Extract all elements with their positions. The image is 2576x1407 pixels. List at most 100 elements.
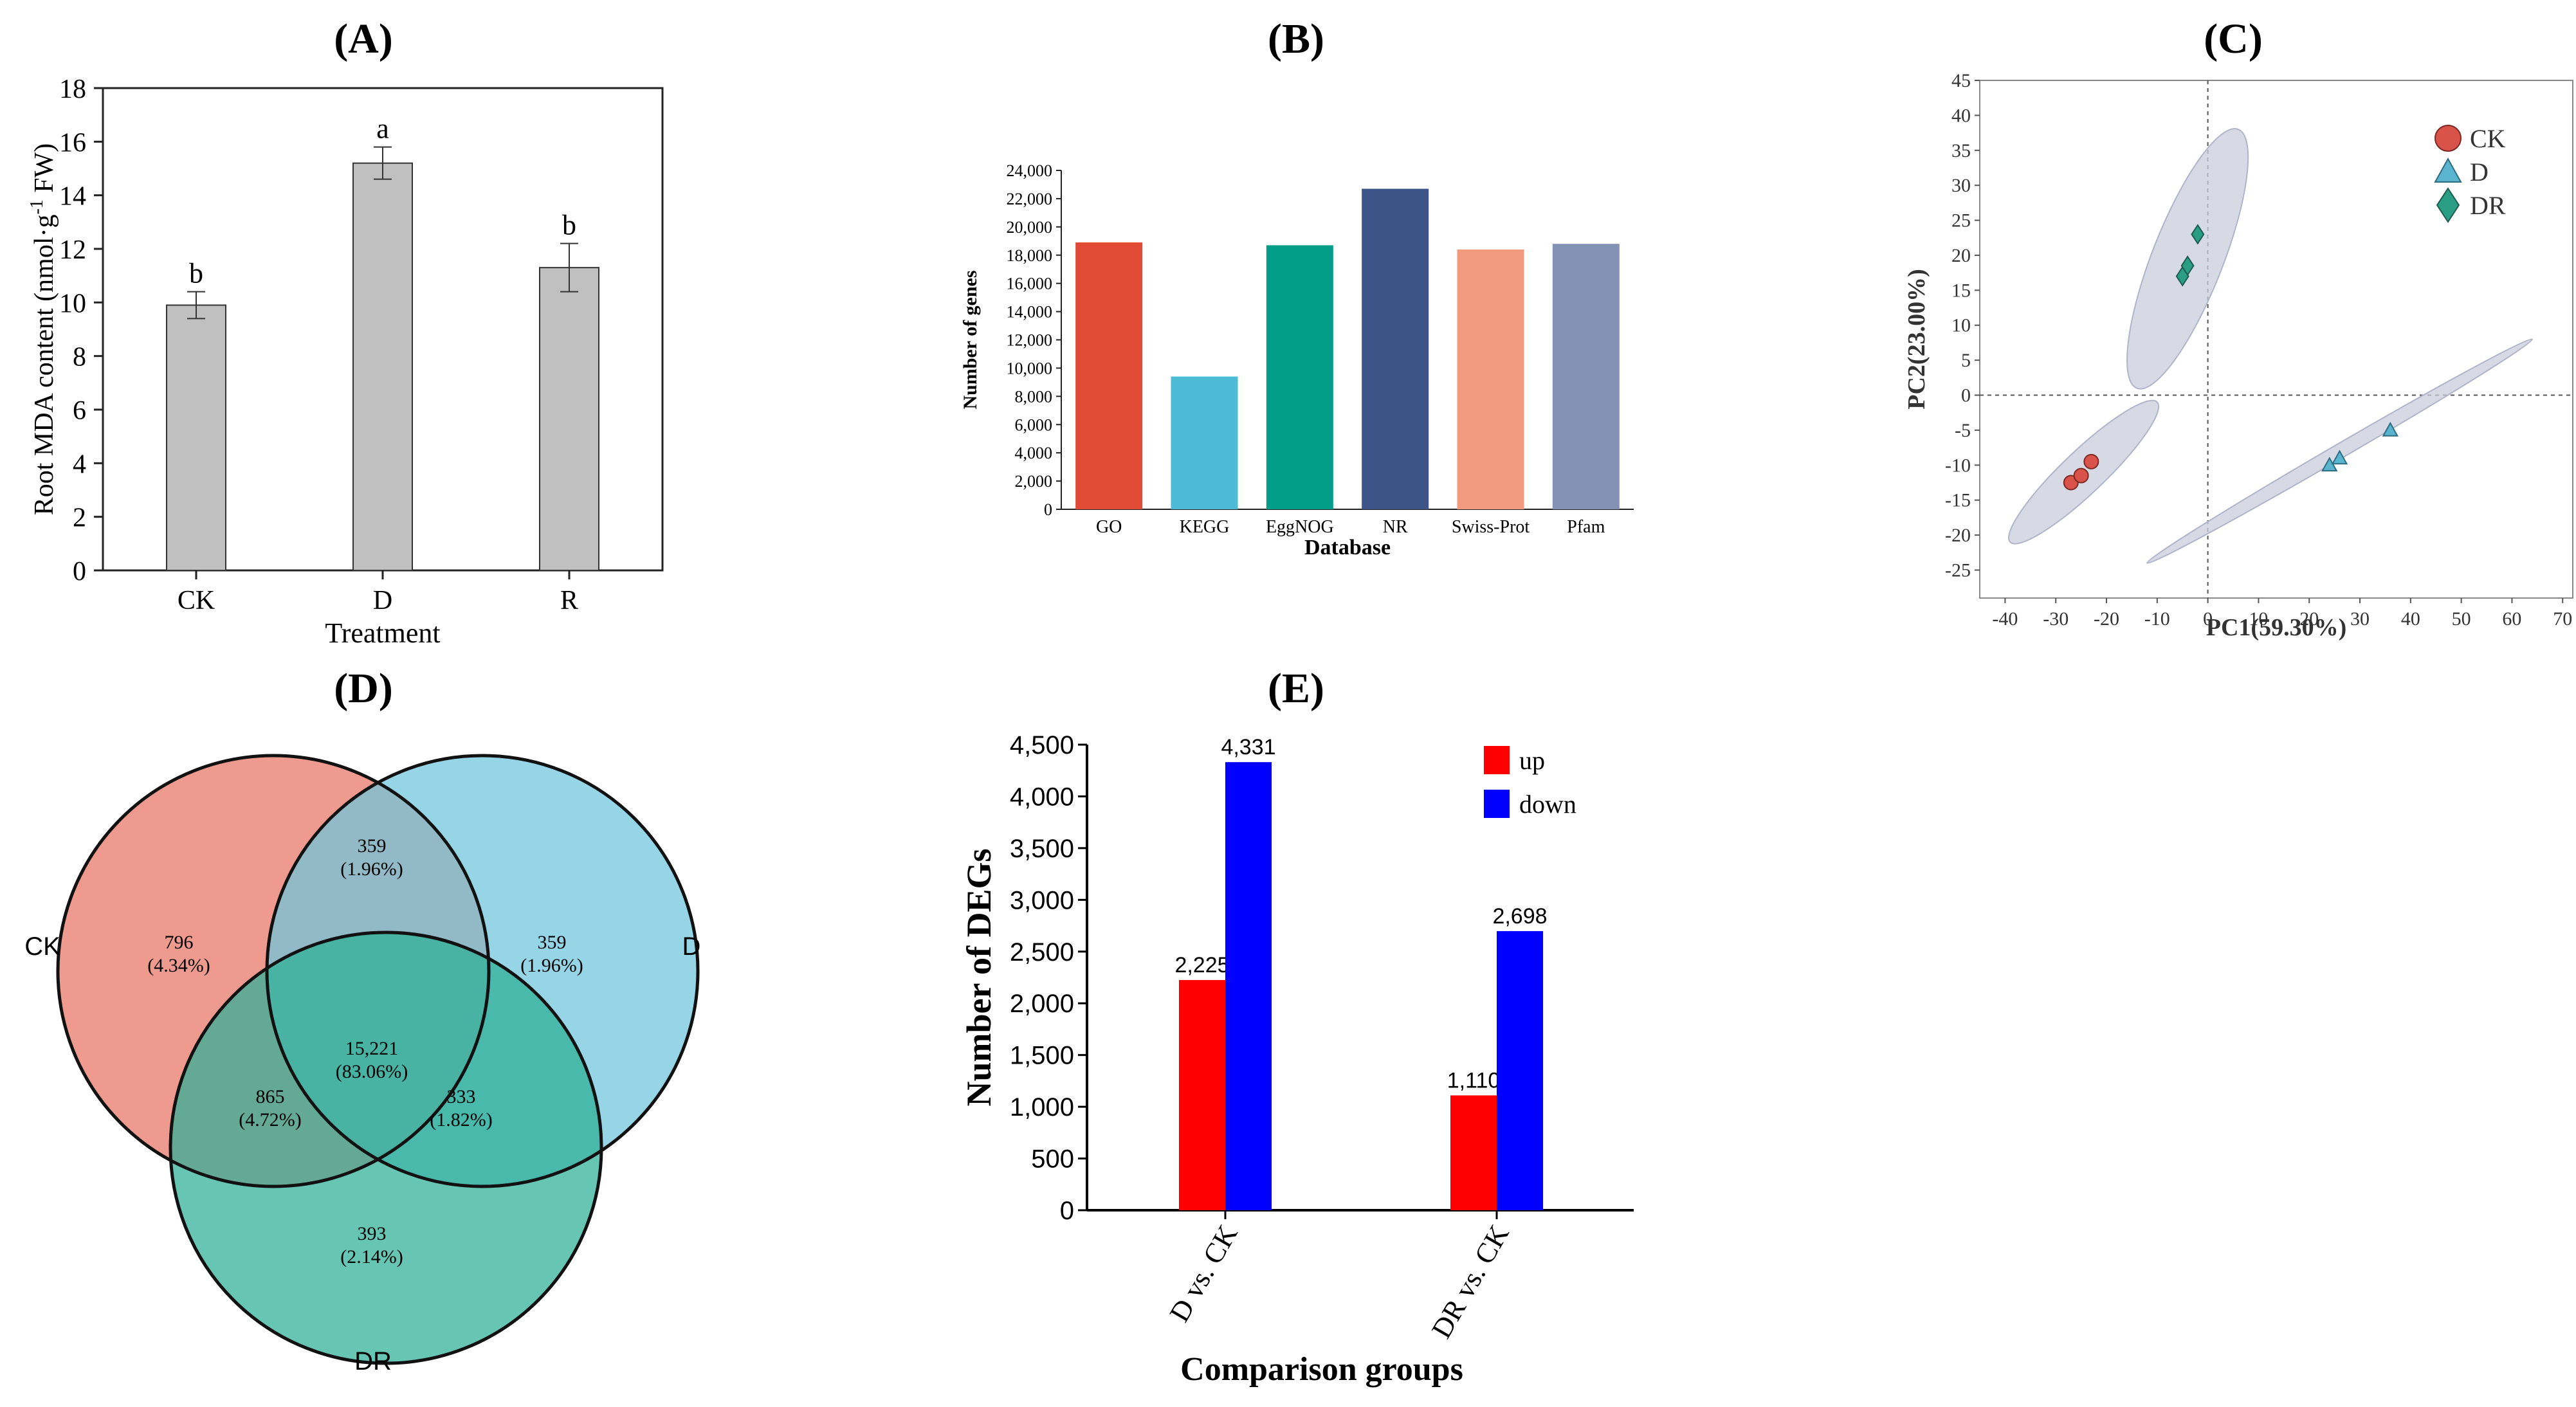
y-tick-label: 20 — [1951, 245, 1971, 266]
x-tick-label: -40 — [1992, 608, 2018, 630]
legend-label: D — [2470, 158, 2489, 186]
y-tick-label: 4,000 — [1010, 783, 1074, 811]
region-d-percent: (1.96%) — [520, 955, 583, 976]
x-tick-label: 10 — [2249, 608, 2268, 630]
venn-diagram: CK DDR796(4.34%)359(1.96%)359(1.96%)15,22… — [24, 754, 700, 1375]
y-tick-label: 4,500 — [1010, 731, 1074, 759]
y-tick-label: 10,000 — [1007, 359, 1053, 377]
x-axis-label: Database — [1304, 536, 1391, 559]
significance-letter: a — [376, 113, 389, 145]
x-tick-label: NR — [1383, 517, 1408, 537]
venn-outline-ck — [56, 754, 491, 1188]
y-axis-label: Root MDA content (nmol·g-1 FW) — [27, 143, 59, 516]
y-tick-label: 8,000 — [1015, 387, 1053, 406]
legend-marker-d — [2434, 157, 2462, 183]
legend-label: up — [1519, 746, 1545, 775]
bar-down-1 — [1497, 930, 1543, 1210]
bar-up-0 — [1179, 980, 1225, 1210]
x-tick-label: Pfam — [1567, 517, 1605, 537]
region-ck-d-percent: (1.96%) — [340, 858, 403, 880]
y-tick-label: 5 — [1961, 350, 1971, 371]
point-d — [2331, 449, 2348, 465]
panel-e-title: (E) — [1268, 665, 1324, 712]
y-tick-label: 1,500 — [1010, 1042, 1074, 1070]
y-tick-label: 3,500 — [1010, 835, 1074, 863]
y-tick-label: -5 — [1955, 420, 1971, 441]
y-tick-label: -15 — [1945, 490, 1971, 511]
chart-e: 0 500 1,000 1,500 2,000 2,500 3,000 3,500 4,000 4… — [960, 731, 1634, 1388]
y-tick-label: 10 — [59, 289, 86, 318]
y-tick-label: 6 — [73, 396, 86, 426]
plot-frame — [1979, 80, 2573, 599]
y-tick-label: 20,000 — [1007, 218, 1053, 237]
legend-swatch-down — [1484, 790, 1510, 818]
x-axis-label: PC1(59.30%) — [2206, 614, 2346, 641]
y-tick-label: 14,000 — [1007, 303, 1053, 322]
y-tick-label: -20 — [1945, 525, 1971, 546]
y-tick-label: 0 — [1044, 500, 1052, 519]
y-tick-label: 12 — [59, 235, 86, 265]
x-tick-label: 70 — [2553, 608, 2572, 630]
region-ck-dr-percent: (4.72%) — [239, 1109, 301, 1130]
point-dr — [2180, 255, 2195, 277]
y-tick-label: 16,000 — [1007, 275, 1053, 293]
x-axis-label: Comparison groups — [1180, 1351, 1463, 1388]
significance-letter: b — [562, 210, 576, 241]
y-tick-label: 4,000 — [1015, 444, 1053, 462]
y-tick-label: 0 — [73, 557, 86, 586]
x-tick-label: R — [560, 586, 578, 615]
region-ck-d-dr-count: 15,221 — [345, 1038, 399, 1059]
y-tick-label: 2,000 — [1015, 472, 1053, 491]
bar-down-0 — [1225, 762, 1272, 1210]
y-axis-label: Number of DEGs — [960, 848, 998, 1106]
x-tick-label: -10 — [2144, 608, 2170, 630]
bar-ck — [166, 304, 226, 571]
legend-swatch-up — [1484, 746, 1510, 774]
y-tick-label: -25 — [1945, 559, 1971, 581]
legend-label: DR — [2470, 191, 2506, 220]
y-axis-label: PC2(23.00%) — [1903, 269, 1930, 409]
y-tick-label: 10 — [1951, 315, 1971, 336]
venn-outline-dr — [169, 930, 603, 1365]
chart-c: -40 -30 -20 -10 0 10 20 30 40 50 60 70-25-20-15-10-… — [1903, 70, 2573, 641]
y-tick-label: 30 — [1951, 175, 1971, 196]
y-axis-label-suffix: FW) — [30, 143, 59, 200]
x-tick-label: GO — [1096, 517, 1122, 537]
y-tick-label: 2 — [73, 504, 86, 533]
y-tick-label: 2,500 — [1010, 938, 1074, 967]
y-tick-label: 35 — [1951, 140, 1971, 161]
y-axis-label-superscript: -1 — [27, 199, 47, 214]
x-tick-label: 0 — [2203, 608, 2213, 630]
region-ck-dr-count: 865 — [256, 1086, 285, 1107]
region-ck-d-dr-percent: (83.06%) — [336, 1061, 408, 1082]
bar-kegg — [1171, 376, 1238, 509]
point-ck — [2073, 467, 2089, 484]
point-d — [2382, 421, 2399, 437]
region-ck-count: 796 — [165, 932, 194, 953]
region-ck-percent: (4.34%) — [147, 955, 210, 976]
x-tick-label: KEGG — [1180, 517, 1230, 537]
bar-up-1 — [1450, 1095, 1497, 1210]
region-dr-percent: (2.14%) — [340, 1246, 403, 1267]
x-tick-label: 60 — [2502, 608, 2521, 630]
y-tick-label: 0 — [1060, 1197, 1074, 1225]
data-label: 4,331 — [1221, 735, 1275, 759]
y-tick-label: 0 — [1961, 385, 1971, 406]
y-tick-label: 6,000 — [1015, 415, 1053, 434]
x-tick-label: DR vs. CK — [1425, 1219, 1515, 1343]
venn-circle-dr — [170, 932, 601, 1363]
y-tick-label: 45 — [1951, 70, 1971, 91]
x-tick-label: -30 — [2043, 608, 2069, 630]
bar-go — [1075, 242, 1143, 509]
y-tick-label: 25 — [1951, 210, 1971, 231]
panel-c-title: (C) — [2204, 15, 2263, 62]
x-tick-label: D vs. CK — [1164, 1219, 1244, 1327]
y-tick-label: 4 — [73, 449, 86, 479]
x-tick-label: 20 — [2299, 608, 2319, 630]
bar-r — [539, 267, 599, 571]
region-d-dr-percent: (1.82%) — [430, 1109, 492, 1130]
panel-b-title: (B) — [1268, 15, 1324, 62]
y-tick-label: 500 — [1031, 1145, 1074, 1174]
data-label: 2,698 — [1492, 904, 1547, 929]
